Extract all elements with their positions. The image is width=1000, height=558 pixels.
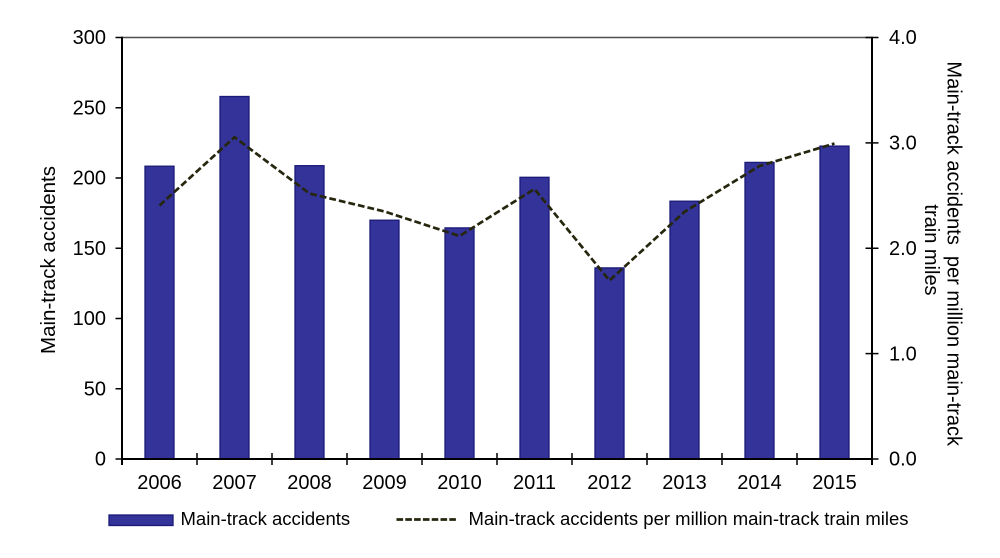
svg-text:200: 200: [73, 168, 106, 190]
svg-text:2009: 2009: [362, 472, 407, 494]
svg-text:2007: 2007: [212, 472, 257, 494]
svg-text:150: 150: [73, 238, 106, 260]
svg-text:300: 300: [73, 27, 106, 49]
svg-text:2014: 2014: [737, 472, 782, 494]
svg-text:50: 50: [84, 378, 106, 400]
svg-text:2011: 2011: [513, 472, 556, 494]
svg-text:0.0: 0.0: [889, 449, 917, 471]
svg-text:Main-track accidents per milli: Main-track accidents per million main-tr…: [469, 508, 909, 529]
svg-text:2012: 2012: [587, 472, 632, 494]
svg-text:2.0: 2.0: [889, 238, 917, 260]
svg-text:4.0: 4.0: [889, 27, 917, 49]
svg-text:train miles: train miles: [920, 204, 942, 295]
svg-text:2008: 2008: [287, 472, 332, 494]
svg-text:0: 0: [95, 449, 106, 471]
svg-text:2010: 2010: [437, 472, 482, 494]
svg-text:2013: 2013: [662, 472, 707, 494]
svg-text:3.0: 3.0: [889, 133, 917, 155]
svg-text:250: 250: [73, 97, 106, 119]
svg-text:Main-track accidents: Main-track accidents: [37, 166, 60, 354]
svg-text:2006: 2006: [137, 472, 182, 494]
svg-text:2015: 2015: [812, 472, 857, 494]
svg-text:100: 100: [73, 308, 106, 330]
svg-text:Main-track accidents per mill: Main-track accidents per million main-tr…: [942, 61, 964, 447]
svg-text:1.0: 1.0: [889, 343, 917, 365]
svg-text:Main-track accidents: Main-track accidents: [181, 508, 351, 529]
